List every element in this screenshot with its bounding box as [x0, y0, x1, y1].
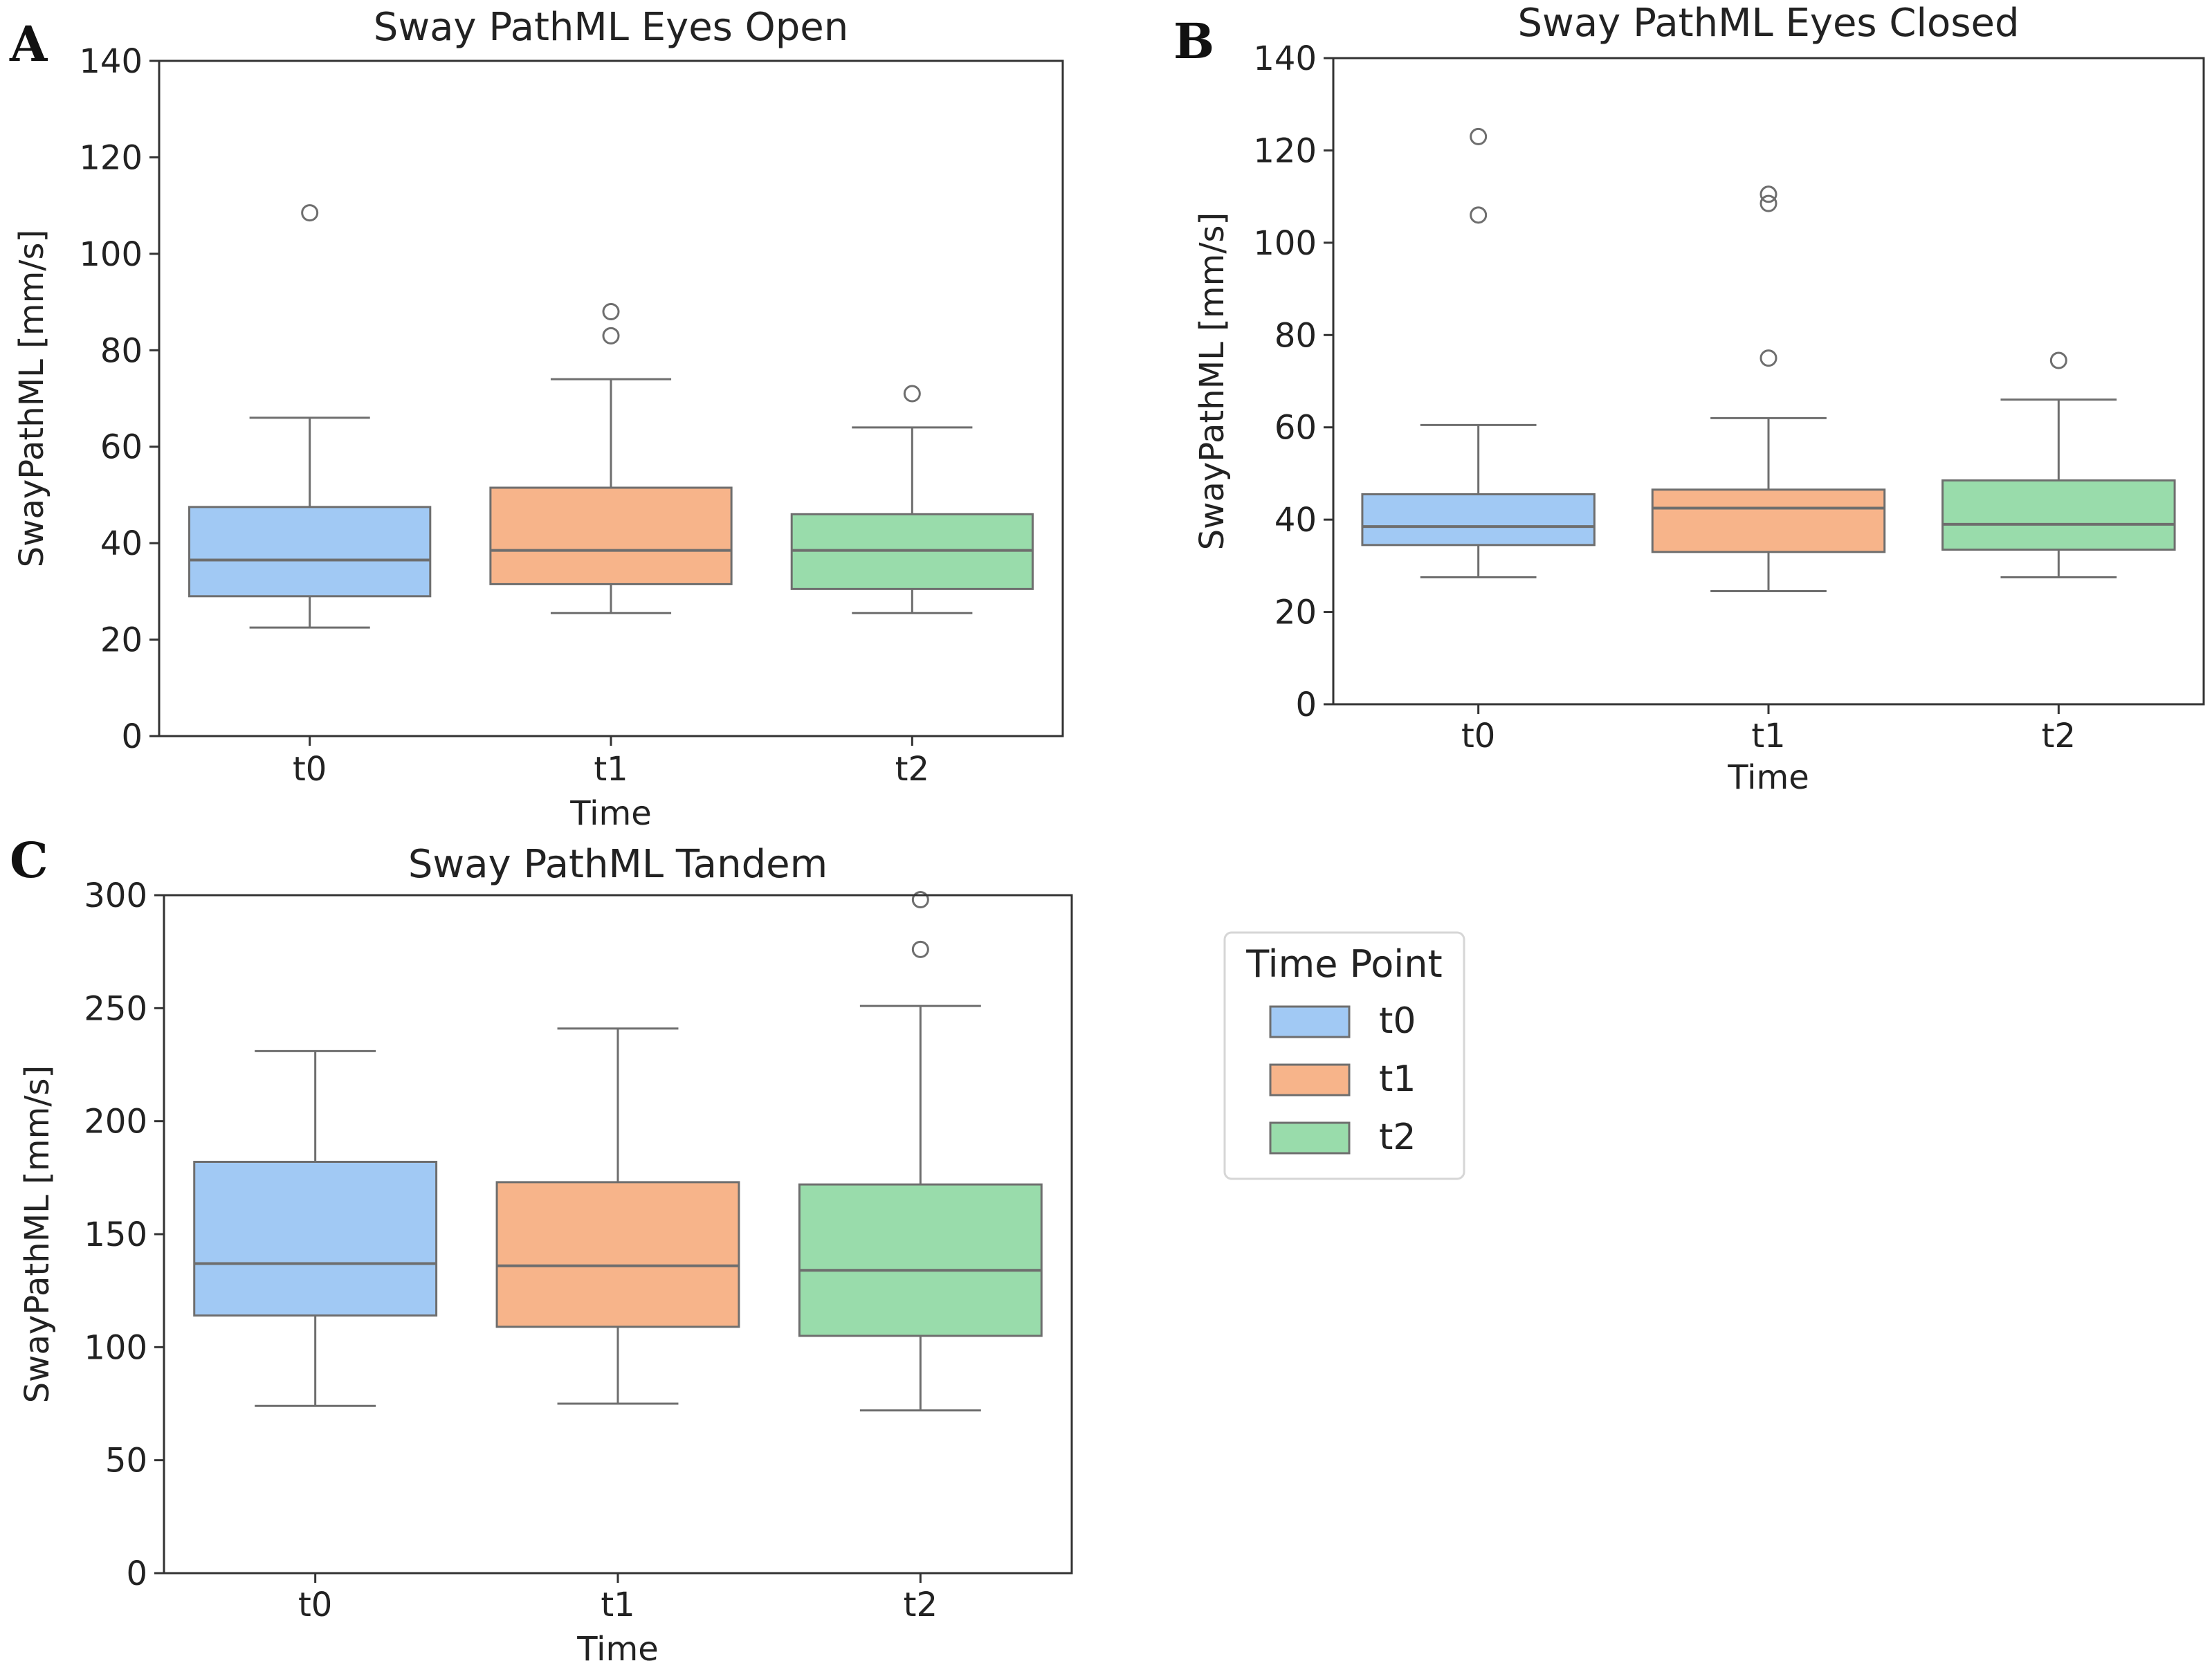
- iqr-box: [188, 506, 432, 598]
- y-tick-label: 60: [1274, 409, 1317, 448]
- box-t1: [495, 1027, 740, 1405]
- iqr-box: [489, 486, 733, 585]
- y-tick-label: 140: [1253, 39, 1317, 78]
- legend-swatch: [1269, 1121, 1351, 1155]
- y-axis-label: SwayPathML [mm/s]: [18, 1065, 57, 1404]
- y-tick-label: 150: [84, 1215, 147, 1254]
- y-tick-label: 100: [79, 235, 143, 274]
- outlier-point: [1759, 349, 1777, 367]
- y-tick-label: 140: [79, 42, 143, 81]
- box-t2: [1941, 351, 2176, 579]
- outlier-point: [602, 303, 620, 321]
- box-t0: [193, 1049, 438, 1407]
- iqr-box: [1361, 493, 1596, 547]
- plot-frame: [1332, 57, 2205, 706]
- iqr-box: [193, 1160, 438, 1317]
- legend: Time Point t0 t1 t2: [1223, 931, 1465, 1180]
- box-t0: [1361, 127, 1596, 579]
- y-tick-label: 100: [84, 1328, 147, 1367]
- y-tick-label: 200: [84, 1103, 147, 1141]
- box-t1: [489, 303, 733, 614]
- legend-frame: [1223, 931, 1465, 1180]
- y-tick-label: 120: [79, 138, 143, 177]
- y-tick-label: 0: [126, 1554, 147, 1593]
- legend-item-t0: t0: [1269, 1000, 1416, 1042]
- box-t0: [188, 204, 432, 629]
- plot-frame: [163, 894, 1073, 1575]
- outlier-point: [602, 327, 620, 345]
- x-tick-label: t0: [298, 1586, 332, 1624]
- panel-letter: A: [9, 15, 48, 73]
- box-t1: [1651, 185, 1886, 593]
- outlier-point: [903, 385, 921, 403]
- panel-a: A Sway PathML Eyes Open 0 20 40 60 80 100 120 140…: [9, 5, 1064, 833]
- chart-title: Sway PathML Eyes Closed: [1518, 1, 2020, 46]
- y-tick-label: 100: [1253, 224, 1317, 263]
- y-tick-label: 40: [100, 524, 143, 563]
- panel-c: C Sway PathML Tandem 0 50 100 150 200 250 300 Swa…: [10, 832, 1073, 1669]
- legend-label: t1: [1379, 1058, 1416, 1100]
- chart-title: Sway PathML Tandem: [408, 842, 828, 887]
- outlier-point: [911, 891, 929, 909]
- outlier-point: [1759, 194, 1777, 212]
- x-axis-label: Time: [1727, 758, 1809, 797]
- y-tick-label: 80: [100, 331, 143, 370]
- y-tick-label: 20: [1274, 594, 1317, 632]
- y-tick-label: 250: [84, 989, 147, 1028]
- y-tick-label: 50: [105, 1442, 147, 1480]
- panel-letter: C: [10, 832, 48, 889]
- legend-label: t2: [1379, 1117, 1416, 1158]
- x-tick-label: t2: [904, 1586, 938, 1624]
- y-tick-label: 120: [1253, 131, 1317, 170]
- y-tick-label: 0: [121, 717, 143, 756]
- outlier-point: [1470, 127, 1488, 145]
- x-tick-label: t1: [1751, 717, 1785, 755]
- y-tick-label: 0: [1295, 686, 1317, 724]
- box-t2: [790, 385, 1034, 614]
- x-tick-label: t2: [2042, 717, 2076, 755]
- y-axis-label: SwayPathML [mm/s]: [12, 230, 51, 568]
- plot-frame: [158, 59, 1064, 737]
- outlier-point: [1470, 206, 1488, 224]
- outlier-point: [2049, 351, 2067, 369]
- panel-b: B Sway PathML Eyes Closed 0 20 40 60 80 100 120 1…: [1173, 1, 2205, 797]
- legend-item-t1: t1: [1269, 1058, 1416, 1100]
- legend-swatch: [1269, 1005, 1351, 1038]
- legend-label: t0: [1379, 1000, 1416, 1042]
- y-tick-label: 80: [1274, 316, 1317, 355]
- legend-title: Time Point: [1245, 942, 1442, 986]
- iqr-box: [1651, 488, 1886, 553]
- y-tick-label: 300: [84, 877, 147, 915]
- iqr-box: [495, 1181, 740, 1328]
- y-axis-label: SwayPathML [mm/s]: [1193, 212, 1232, 551]
- x-axis-label: Time: [569, 794, 651, 833]
- x-tick-label: t1: [601, 1586, 634, 1624]
- y-tick-label: 40: [1274, 501, 1317, 540]
- panel-letter: B: [1173, 12, 1214, 70]
- panels: A Sway PathML Eyes Open 0 20 40 60 80 100 120 140…: [9, 1, 2205, 1669]
- x-tick-label: t0: [1461, 717, 1495, 755]
- x-tick-label: t2: [895, 750, 929, 789]
- iqr-box: [1941, 479, 2176, 551]
- x-tick-label: t0: [293, 750, 327, 789]
- outlier-point: [1759, 185, 1777, 203]
- outlier-point: [301, 204, 319, 222]
- outlier-point: [911, 940, 929, 958]
- iqr-box: [798, 1183, 1043, 1337]
- legend-items: t0 t1 t2: [1269, 1000, 1416, 1158]
- y-tick-label: 60: [100, 428, 143, 467]
- x-tick-label: t1: [594, 750, 628, 789]
- chart-title: Sway PathML Eyes Open: [374, 5, 848, 50]
- box-t2: [798, 891, 1043, 1412]
- x-axis-label: Time: [576, 1630, 658, 1669]
- legend-swatch: [1269, 1063, 1351, 1096]
- legend-item-t2: t2: [1269, 1117, 1416, 1158]
- y-tick-label: 20: [100, 621, 143, 660]
